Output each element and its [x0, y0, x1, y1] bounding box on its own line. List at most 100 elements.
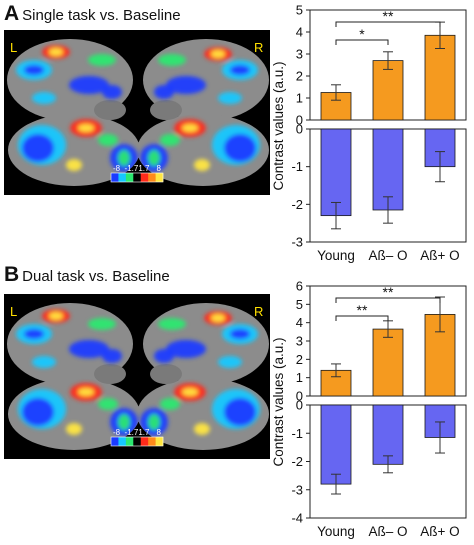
- colorbar: -8 -1.71.7 8: [110, 428, 164, 447]
- y-tick-label: 0: [296, 389, 303, 404]
- colorbar-tick-label: -1.71.7: [125, 164, 150, 173]
- activation-blob: [148, 150, 160, 166]
- y-tick-label: 0: [296, 122, 303, 137]
- colorbar-segment: [133, 437, 142, 446]
- cerebellum-right: [150, 100, 182, 120]
- significance-label: **: [357, 302, 368, 318]
- significance-bracket: *: [335, 26, 389, 45]
- panel-title: Dual task vs. Baseline: [22, 268, 170, 285]
- activation-blob: [98, 134, 118, 146]
- hemisphere-label-left: L: [10, 304, 17, 319]
- y-tick-label: -3: [291, 235, 303, 250]
- significance-label: **: [383, 284, 394, 300]
- y-tick-label: 5: [296, 297, 303, 312]
- y-axis-label: Contrast values (a.u.): [272, 337, 286, 466]
- activation-blob: [182, 388, 198, 396]
- activation-blob: [49, 48, 63, 56]
- colorbar-segment: [155, 173, 164, 182]
- cerebellum-left: [94, 100, 126, 120]
- activation-blob: [230, 329, 250, 339]
- brain-map-a: L R -8 -1.71.7 8: [4, 30, 270, 195]
- activation-blob: [182, 124, 198, 132]
- cerebellum-right: [150, 364, 182, 384]
- y-tick-label: 4: [296, 315, 303, 330]
- colorbar-segment: [111, 437, 119, 446]
- activation-map: [154, 47, 258, 104]
- activation-blob: [78, 388, 94, 396]
- colorbar-tick-label: -8: [113, 428, 121, 437]
- activation-blob: [88, 54, 116, 66]
- activation-blob: [118, 414, 130, 430]
- panel-title: Single task vs. Baseline: [22, 7, 181, 24]
- y-tick-label: -3: [291, 482, 303, 497]
- y-tick-label: 2: [296, 352, 303, 367]
- colorbar-segment: [125, 437, 134, 446]
- activation-blob: [69, 76, 109, 94]
- x-category-label: Aß+ O: [420, 524, 459, 539]
- y-tick-label: 4: [296, 25, 303, 40]
- colorbar-tick-label: 8: [157, 164, 162, 173]
- activation-blob: [66, 159, 82, 171]
- y-tick-label: 5: [296, 3, 303, 18]
- brain-render: L R -8 -1.71.7 8: [7, 39, 269, 186]
- y-tick-label: 3: [296, 47, 303, 62]
- activation-blob: [224, 398, 256, 426]
- colorbar-segment: [118, 173, 127, 182]
- y-tick-label: -1: [291, 426, 303, 441]
- activation-blob: [194, 423, 210, 435]
- activation-blob: [158, 318, 186, 330]
- panel-a-header: A Single task vs. Baseline: [4, 2, 181, 26]
- bar-chart-b: 0 1 2 3 4 5 6 -4 -3 -2 -1 0 ** ** Young Aß– O Aß+ O Contr…: [272, 279, 467, 539]
- activation-map: [18, 119, 138, 172]
- significance-label: **: [383, 8, 394, 24]
- activation-blob: [211, 314, 225, 322]
- bar: [320, 404, 352, 485]
- activation-blob: [154, 85, 174, 99]
- activation-blob: [24, 329, 44, 339]
- activation-blob: [78, 124, 94, 132]
- y-tick-label: 6: [296, 279, 303, 294]
- significance-bracket: **: [335, 302, 389, 321]
- colorbar-segment: [111, 173, 119, 182]
- activation-map: [16, 309, 122, 368]
- activation-blob: [32, 92, 56, 104]
- colorbar-segment: [148, 437, 156, 446]
- activation-blob: [194, 159, 210, 171]
- hemisphere-label-left: L: [10, 40, 17, 55]
- bar: [320, 128, 352, 217]
- colorbar-segment: [148, 173, 156, 182]
- x-category-label: Young: [317, 524, 355, 539]
- colorbar-segment: [133, 173, 142, 182]
- activation-blob: [24, 65, 44, 75]
- hemisphere-label-right: R: [254, 304, 263, 319]
- activation-blob: [88, 318, 116, 330]
- activation-map: [140, 119, 260, 172]
- activation-blob: [218, 356, 242, 368]
- y-tick-label: 0: [296, 113, 303, 128]
- panel-b-header: B Dual task vs. Baseline: [4, 263, 170, 287]
- y-tick-label: -2: [291, 197, 303, 212]
- y-tick-label: 1: [296, 91, 303, 106]
- colorbar-segment: [140, 173, 149, 182]
- colorbar-tick-label: -8: [113, 164, 121, 173]
- activation-blob: [22, 398, 54, 426]
- activation-blob: [32, 356, 56, 368]
- colorbar-frame: [110, 172, 164, 183]
- x-category-label: Aß– O: [368, 248, 407, 263]
- significance-bracket: **: [335, 284, 441, 303]
- colorbar-segment: [155, 437, 164, 446]
- activation-map: [16, 45, 122, 104]
- bar: [372, 328, 404, 397]
- activation-map: [18, 383, 138, 436]
- bar: [424, 34, 456, 121]
- colorbar-segment: [125, 173, 134, 182]
- activation-map: [154, 311, 258, 368]
- hemisphere-label-right: R: [254, 40, 263, 55]
- brain-map-b: L R -8 -1.71.7 8: [4, 294, 270, 459]
- y-tick-label: 0: [296, 398, 303, 413]
- x-category-label: Young: [317, 248, 355, 263]
- y-tick-label: 3: [296, 334, 303, 349]
- activation-blob: [66, 423, 82, 435]
- colorbar-segment: [140, 437, 149, 446]
